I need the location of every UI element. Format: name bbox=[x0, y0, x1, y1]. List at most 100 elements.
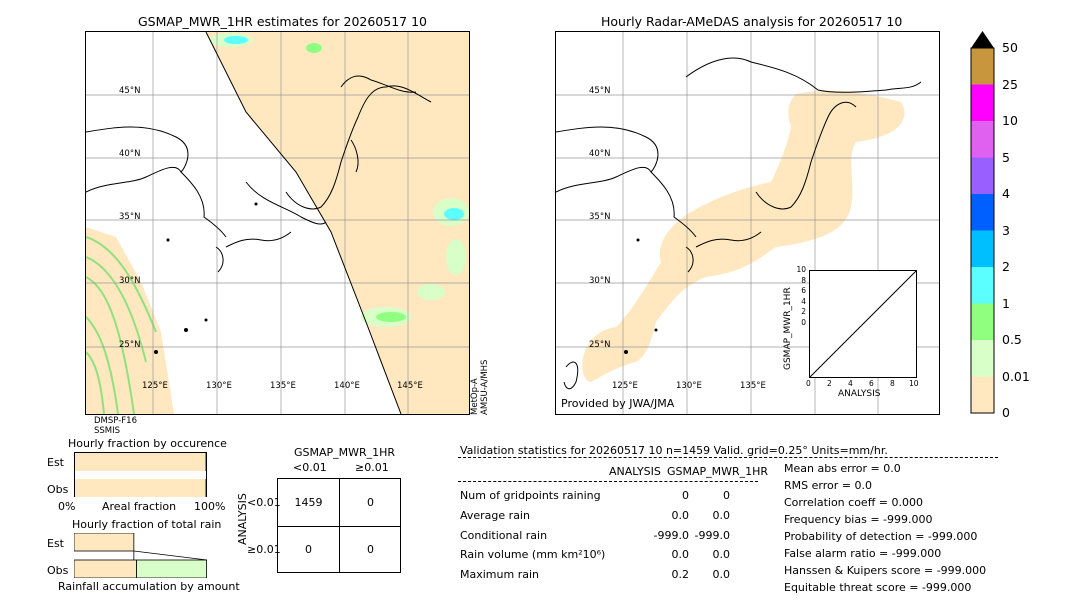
validation-row-label: Num of gridpoints raining bbox=[460, 489, 601, 502]
est-label: Est bbox=[47, 456, 64, 469]
rain-patch bbox=[376, 312, 406, 322]
validation-divider bbox=[458, 481, 758, 482]
validation-row-analysis: 0 bbox=[682, 489, 689, 502]
inset-plot bbox=[809, 270, 917, 378]
colorbar-segment bbox=[971, 157, 994, 194]
sat-label-left: DMSP-F16 SSMIS bbox=[94, 416, 137, 436]
rain-patch bbox=[444, 208, 464, 220]
lat-label: 25°N bbox=[119, 340, 141, 350]
lon-label: 140°E bbox=[334, 381, 360, 391]
contingency-cell: 1459 bbox=[294, 496, 323, 509]
colorbar-segment bbox=[971, 121, 994, 158]
colorbar-tick-label: 10 bbox=[1002, 113, 1018, 128]
lat-label: 30°N bbox=[119, 276, 141, 286]
validation-row-gsmap: -999.0 bbox=[694, 529, 730, 542]
lat-label: 30°N bbox=[589, 276, 611, 286]
colorbar-tick-label: 3 bbox=[1002, 222, 1010, 238]
sat-label-right: MetOp-A AMSU-A/MHS bbox=[470, 359, 490, 415]
est-label: Est bbox=[47, 537, 64, 550]
total-est-bar bbox=[73, 532, 135, 552]
radar-coverage bbox=[582, 90, 905, 382]
colorbar-segment bbox=[971, 230, 994, 267]
colorbar-tick-label: 0.5 bbox=[1002, 332, 1022, 347]
colorbar-segment bbox=[971, 303, 994, 340]
score-line: Mean abs error = 0.0 bbox=[784, 462, 901, 475]
total-rain-chart bbox=[73, 532, 208, 579]
inset-ylabel: GSMAP_MWR_1HR bbox=[783, 287, 793, 370]
colorbar-segment bbox=[971, 376, 994, 413]
colorbar-tick-label: 1 bbox=[1002, 295, 1010, 311]
occurrence-est-bar bbox=[75, 453, 206, 471]
lat-label: 40°N bbox=[589, 149, 611, 159]
colorbar-segment bbox=[971, 48, 994, 85]
lat-label: 25°N bbox=[589, 340, 611, 350]
lat-label: 45°N bbox=[119, 86, 141, 96]
rain-patch bbox=[446, 239, 466, 275]
score-line: Hanssen & Kuipers score = -999.000 bbox=[784, 564, 987, 577]
score-line: RMS error = 0.0 bbox=[784, 479, 872, 492]
lon-label: 135°E bbox=[740, 381, 766, 391]
inset-yticks: 10 8 6 4 2 0 bbox=[796, 265, 806, 327]
coastlines bbox=[86, 75, 432, 273]
colorbar-segment bbox=[971, 84, 994, 121]
occurrence-obs-bar bbox=[75, 479, 206, 497]
colorbar-tick-label: 4 bbox=[1002, 186, 1010, 201]
validation-row-analysis: 0.2 bbox=[671, 568, 690, 581]
lon-label: 125°E bbox=[612, 381, 638, 391]
grid-divider bbox=[339, 479, 340, 572]
occurrence-axis-left: 0% bbox=[58, 500, 76, 513]
islands bbox=[154, 202, 258, 354]
colorbar-tick-label: 0.01 bbox=[1002, 368, 1030, 384]
inset-diagonal bbox=[809, 270, 917, 378]
total-obs-bar-trace bbox=[136, 559, 207, 579]
occurrence-axis-right: 100% bbox=[194, 500, 226, 513]
grid-divider bbox=[278, 526, 400, 527]
contingency-row-header: ≥0.01 bbox=[247, 543, 281, 556]
validation-row-label: Rain volume (mm km²10⁶) bbox=[460, 548, 606, 561]
validation-row-gsmap: 0.0 bbox=[712, 509, 731, 522]
colorbar-tick-label: 50 bbox=[1002, 40, 1018, 55]
left-map-canvas bbox=[86, 32, 469, 414]
obs-label: Obs bbox=[47, 483, 69, 496]
validation-row-gsmap: 0.0 bbox=[712, 548, 731, 561]
swath-coverage-east bbox=[206, 32, 469, 414]
right-map-title: Hourly Radar-AMeDAS analysis for 2026051… bbox=[601, 14, 903, 29]
swath-rain-bands bbox=[86, 236, 157, 414]
validation-col-gsmap: GSMAP_MWR_1HR bbox=[667, 465, 769, 478]
validation-row-label: Conditional rain bbox=[460, 529, 548, 542]
lat-label: 35°N bbox=[589, 212, 611, 222]
colorbar-tick-label: 5 bbox=[1002, 149, 1010, 165]
validation-row-analysis: 0.0 bbox=[671, 509, 690, 522]
coastlines bbox=[556, 57, 922, 390]
lon-label: 145°E bbox=[397, 381, 423, 391]
lon-label: 125°E bbox=[142, 381, 168, 391]
rain-patch bbox=[224, 36, 248, 44]
swath-edge bbox=[205, 32, 402, 414]
score-line: Correlation coeff = 0.000 bbox=[784, 496, 923, 509]
contingency-row-header: <0.01 bbox=[247, 496, 281, 509]
colorbar-extend-arrow bbox=[971, 31, 994, 48]
lon-label: 135°E bbox=[270, 381, 296, 391]
inset-canvas bbox=[809, 270, 917, 378]
contingency-grid: 1459 0 0 0 bbox=[277, 478, 401, 573]
occurrence-axis-label: Areal fraction bbox=[102, 500, 177, 513]
validation-row-label: Average rain bbox=[460, 509, 530, 522]
total-connector bbox=[133, 550, 208, 561]
contingency-col-header: ≥0.01 bbox=[355, 461, 389, 474]
right-map: 45°N 40°N 35°N 30°N 25°N 125°E 130°E 135… bbox=[555, 31, 940, 415]
colorbar-tick-label: 25 bbox=[1002, 76, 1018, 92]
provided-by-label: Provided by JWA/JMA bbox=[561, 397, 675, 410]
colorbar-tick-label: 0 bbox=[1002, 405, 1010, 420]
inset-xlabel: ANALYSIS bbox=[838, 389, 881, 399]
left-map-title: GSMAP_MWR_1HR estimates for 20260517 10 bbox=[138, 14, 427, 29]
contingency-col-header: <0.01 bbox=[293, 461, 327, 474]
score-line: False alarm ratio = -999.000 bbox=[784, 547, 942, 560]
total-rain-canvas bbox=[73, 532, 208, 579]
lat-label: 40°N bbox=[119, 149, 141, 159]
contingency-title: GSMAP_MWR_1HR bbox=[294, 446, 396, 459]
lat-label: 35°N bbox=[119, 212, 141, 222]
lon-label: 130°E bbox=[676, 381, 702, 391]
contingency-cell: 0 bbox=[305, 543, 312, 556]
score-line: Frequency bias = -999.000 bbox=[784, 513, 933, 526]
validation-header: Validation statistics for 20260517 10 n=… bbox=[460, 444, 888, 457]
